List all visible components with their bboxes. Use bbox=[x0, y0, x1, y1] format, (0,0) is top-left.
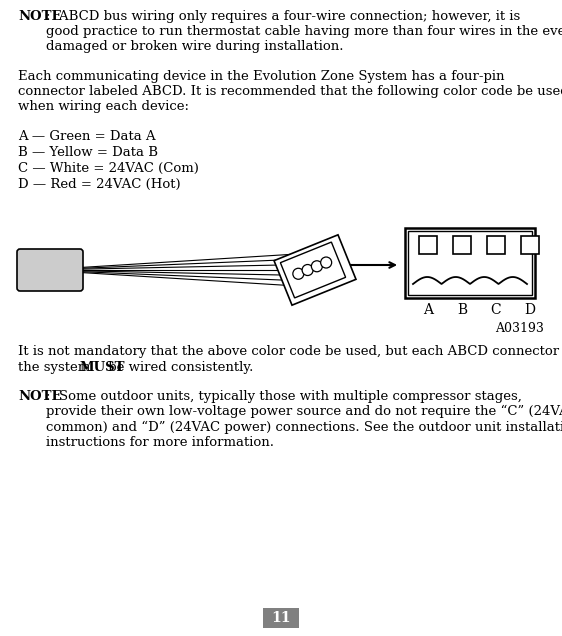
Text: It is not mandatory that the above color code be used, but each ABCD connector i: It is not mandatory that the above color… bbox=[18, 345, 562, 358]
Text: NOTE: NOTE bbox=[18, 10, 61, 23]
Text: Each communicating device in the Evolution Zone System has a four‑pin
connector : Each communicating device in the Evoluti… bbox=[18, 70, 562, 113]
Text: C: C bbox=[491, 303, 501, 317]
Circle shape bbox=[302, 265, 313, 275]
Text: D: D bbox=[524, 303, 536, 317]
Text: A03193: A03193 bbox=[495, 322, 544, 335]
Bar bbox=[405, 228, 535, 298]
Circle shape bbox=[311, 261, 323, 272]
Bar bbox=[521, 236, 539, 254]
Bar bbox=[453, 236, 471, 254]
Text: be wired consistently.: be wired consistently. bbox=[104, 361, 253, 374]
Circle shape bbox=[321, 257, 332, 268]
Text: B: B bbox=[457, 303, 467, 317]
Text: the system: the system bbox=[18, 361, 94, 374]
Text: B — Yellow = Data B: B — Yellow = Data B bbox=[18, 146, 158, 159]
Text: NOTE: NOTE bbox=[18, 390, 61, 403]
Circle shape bbox=[293, 268, 304, 279]
Bar bbox=[487, 236, 505, 254]
Text: C — White = 24VAC (Com): C — White = 24VAC (Com) bbox=[18, 162, 199, 175]
Text: D — Red = 24VAC (Hot): D — Red = 24VAC (Hot) bbox=[18, 178, 180, 191]
Polygon shape bbox=[280, 242, 346, 298]
Bar bbox=[408, 231, 532, 295]
Bar bbox=[263, 608, 299, 628]
Text: :  Some outdoor units, typically those with multiple compressor stages,
provide : : Some outdoor units, typically those wi… bbox=[46, 390, 562, 448]
Text: MUST: MUST bbox=[79, 361, 125, 374]
FancyBboxPatch shape bbox=[17, 249, 83, 291]
Polygon shape bbox=[274, 235, 356, 305]
Text: A — Green = Data A: A — Green = Data A bbox=[18, 130, 156, 143]
Text: 11: 11 bbox=[271, 611, 291, 625]
Bar bbox=[419, 236, 437, 254]
Text: :  ABCD bus wiring only requires a four‑wire connection; however, it is
good pra: : ABCD bus wiring only requires a four‑w… bbox=[46, 10, 562, 53]
Text: A: A bbox=[423, 303, 433, 317]
